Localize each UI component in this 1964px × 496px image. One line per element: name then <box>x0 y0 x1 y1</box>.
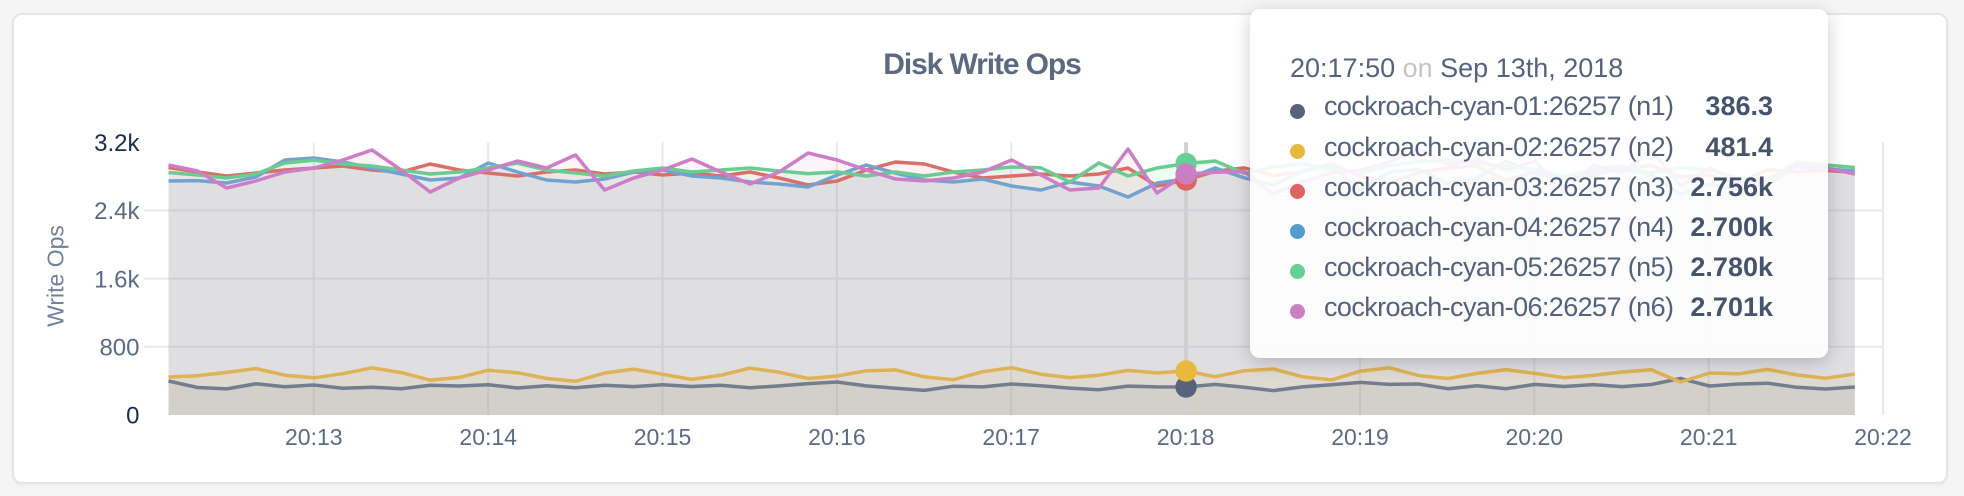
svg-text:20:16: 20:16 <box>808 424 866 450</box>
svg-text:Write Ops: Write Ops <box>43 225 69 327</box>
svg-text:20:20: 20:20 <box>1506 424 1564 450</box>
svg-text:1.6k: 1.6k <box>94 266 140 293</box>
svg-text:20:14: 20:14 <box>459 424 517 450</box>
svg-text:20:22: 20:22 <box>1854 424 1912 450</box>
svg-text:20:17: 20:17 <box>982 424 1040 450</box>
svg-text:0: 0 <box>126 403 139 430</box>
svg-text:20:13: 20:13 <box>285 424 343 450</box>
svg-text:3.2k: 3.2k <box>94 130 140 157</box>
svg-text:2.4k: 2.4k <box>94 198 140 225</box>
svg-text:20:18: 20:18 <box>1157 424 1215 450</box>
svg-text:800: 800 <box>99 335 139 362</box>
svg-text:20:15: 20:15 <box>634 424 692 450</box>
svg-text:20:19: 20:19 <box>1331 424 1389 450</box>
svg-text:20:21: 20:21 <box>1680 424 1738 450</box>
